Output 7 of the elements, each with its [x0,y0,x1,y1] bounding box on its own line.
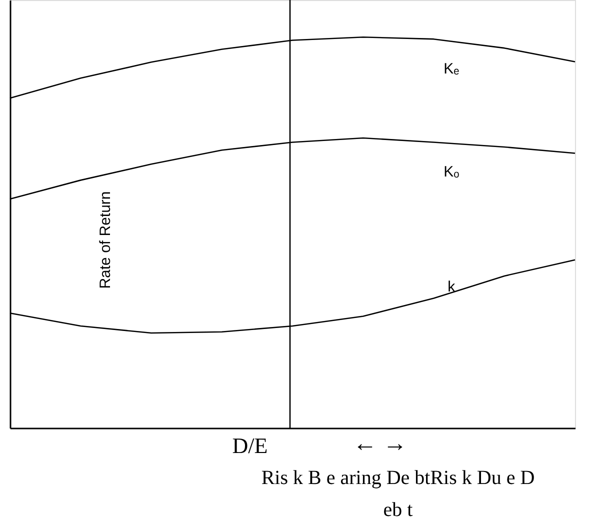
text: ← → [353,431,407,457]
series-label: Kₒ [444,164,460,181]
text: Ris k B e aring De btRis k Du e D eb t [261,467,535,521]
series-label: Kₑ [444,60,460,78]
y-axis-title: Rate of Return [97,191,114,289]
series-label: k [448,278,456,296]
x-axis-title: D/E [232,433,268,458]
